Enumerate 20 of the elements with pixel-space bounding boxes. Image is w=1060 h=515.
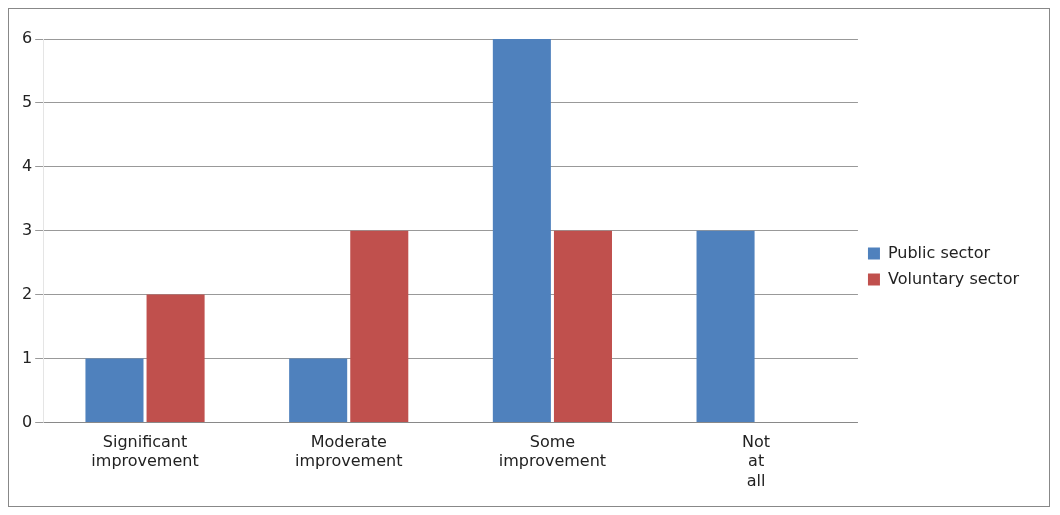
y-tick-label: 0: [21, 411, 33, 431]
bar: [146, 294, 205, 422]
legend-label: Voluntary sector: [887, 268, 1020, 288]
bar: [350, 230, 409, 422]
x-tick-label: Significant improvement: [91, 432, 199, 471]
x-tick-label: Moderate improvement: [295, 432, 403, 471]
bar: [492, 39, 551, 422]
y-tick-label: 5: [21, 92, 33, 112]
y-tick-label: 2: [21, 283, 33, 303]
x-tick-label: Some improvement: [498, 432, 607, 471]
bar: [553, 230, 612, 422]
y-tick-label: 1: [21, 347, 33, 367]
bar: [289, 358, 348, 422]
y-tick-label: 6: [21, 28, 33, 48]
bar: [85, 358, 144, 422]
bar: [696, 230, 755, 422]
legend-label: Public sector: [887, 242, 991, 262]
x-tick-label: Not at all: [742, 432, 771, 490]
y-tick-label: 3: [21, 219, 33, 239]
y-tick-label: 4: [21, 155, 33, 175]
